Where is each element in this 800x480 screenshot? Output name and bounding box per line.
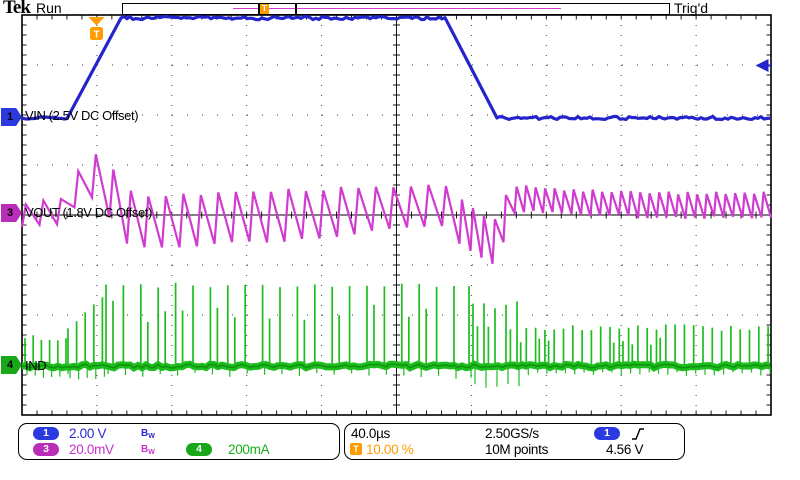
ch4-position-marker[interactable]: 4 xyxy=(1,356,22,374)
sample-rate-readout: 2.50GS/s xyxy=(485,426,539,441)
ch4-label: IND xyxy=(25,358,47,373)
waveform-traces xyxy=(20,14,773,388)
trigger-level-arrow-icon xyxy=(755,59,769,72)
ch3-position-marker[interactable]: 3 xyxy=(1,204,22,222)
acq-bar-trigger-icon: T xyxy=(260,4,269,14)
timebase-readout: 40.0µs xyxy=(351,426,391,441)
vertical-readouts-box: 1 2.00 V BW 3 20.0mV BW 4 200mA xyxy=(18,423,340,460)
bw-sub-letter: W xyxy=(148,433,155,440)
view-window-right-bracket xyxy=(295,4,297,14)
acquisition-status: Run xyxy=(36,0,62,16)
trigger-slope-rising-icon xyxy=(632,428,644,440)
trigger-level-readout: 4.56 V xyxy=(606,442,644,457)
tek-logo: Tek xyxy=(3,0,31,18)
bw-letter: B xyxy=(141,428,149,439)
trigger-position-icon: T xyxy=(350,443,362,455)
ch3-label: VOUT (1.8V DC Offset) xyxy=(25,205,152,220)
ch1-badge: 1 xyxy=(33,427,59,440)
bw-letter: B xyxy=(141,444,149,455)
trigger-position-flag-box xyxy=(90,27,103,40)
ch1-label: VIN (2.5V DC Offset) xyxy=(25,108,139,123)
trigger-source-badge: 1 xyxy=(594,427,620,440)
view-window-left-bracket xyxy=(258,4,260,14)
ch1-bandwidth-icon: BW xyxy=(141,428,155,440)
trigger-position-arrow-icon xyxy=(88,17,105,26)
ch1-position-marker[interactable]: 1 xyxy=(1,108,22,126)
ch3-scale-readout: 20.0mV xyxy=(69,442,114,457)
ch3-badge: 3 xyxy=(33,443,59,456)
acquisition-preview-trace xyxy=(233,8,561,9)
ch4-scale-readout: 200mA xyxy=(228,442,270,457)
ch4-badge: 4 xyxy=(186,443,212,456)
bw-sub-letter: W xyxy=(148,449,155,456)
vin-trace xyxy=(21,14,771,122)
ind-trace-core xyxy=(22,363,771,369)
trigger-position-readout: 10.00 % xyxy=(366,442,414,457)
horizontal-trigger-readouts-box: 40.0µs 2.50GS/s 1 T 10.00 % 10M points 4… xyxy=(344,423,685,460)
trigger-position-flag-label: T xyxy=(93,30,99,41)
trigger-position-marker[interactable]: T xyxy=(88,17,105,41)
ind-trace-spikes xyxy=(24,282,769,368)
vout-trace xyxy=(20,154,773,264)
ch1-scale-readout: 2.00 V xyxy=(69,426,107,441)
record-length-readout: 10M points xyxy=(485,442,549,457)
trigger-level-marker[interactable] xyxy=(755,59,772,72)
acquisition-overview-bar: T xyxy=(122,3,670,15)
ch3-bandwidth-icon: BW xyxy=(141,444,155,456)
trigger-status: Trig'd xyxy=(674,0,709,16)
